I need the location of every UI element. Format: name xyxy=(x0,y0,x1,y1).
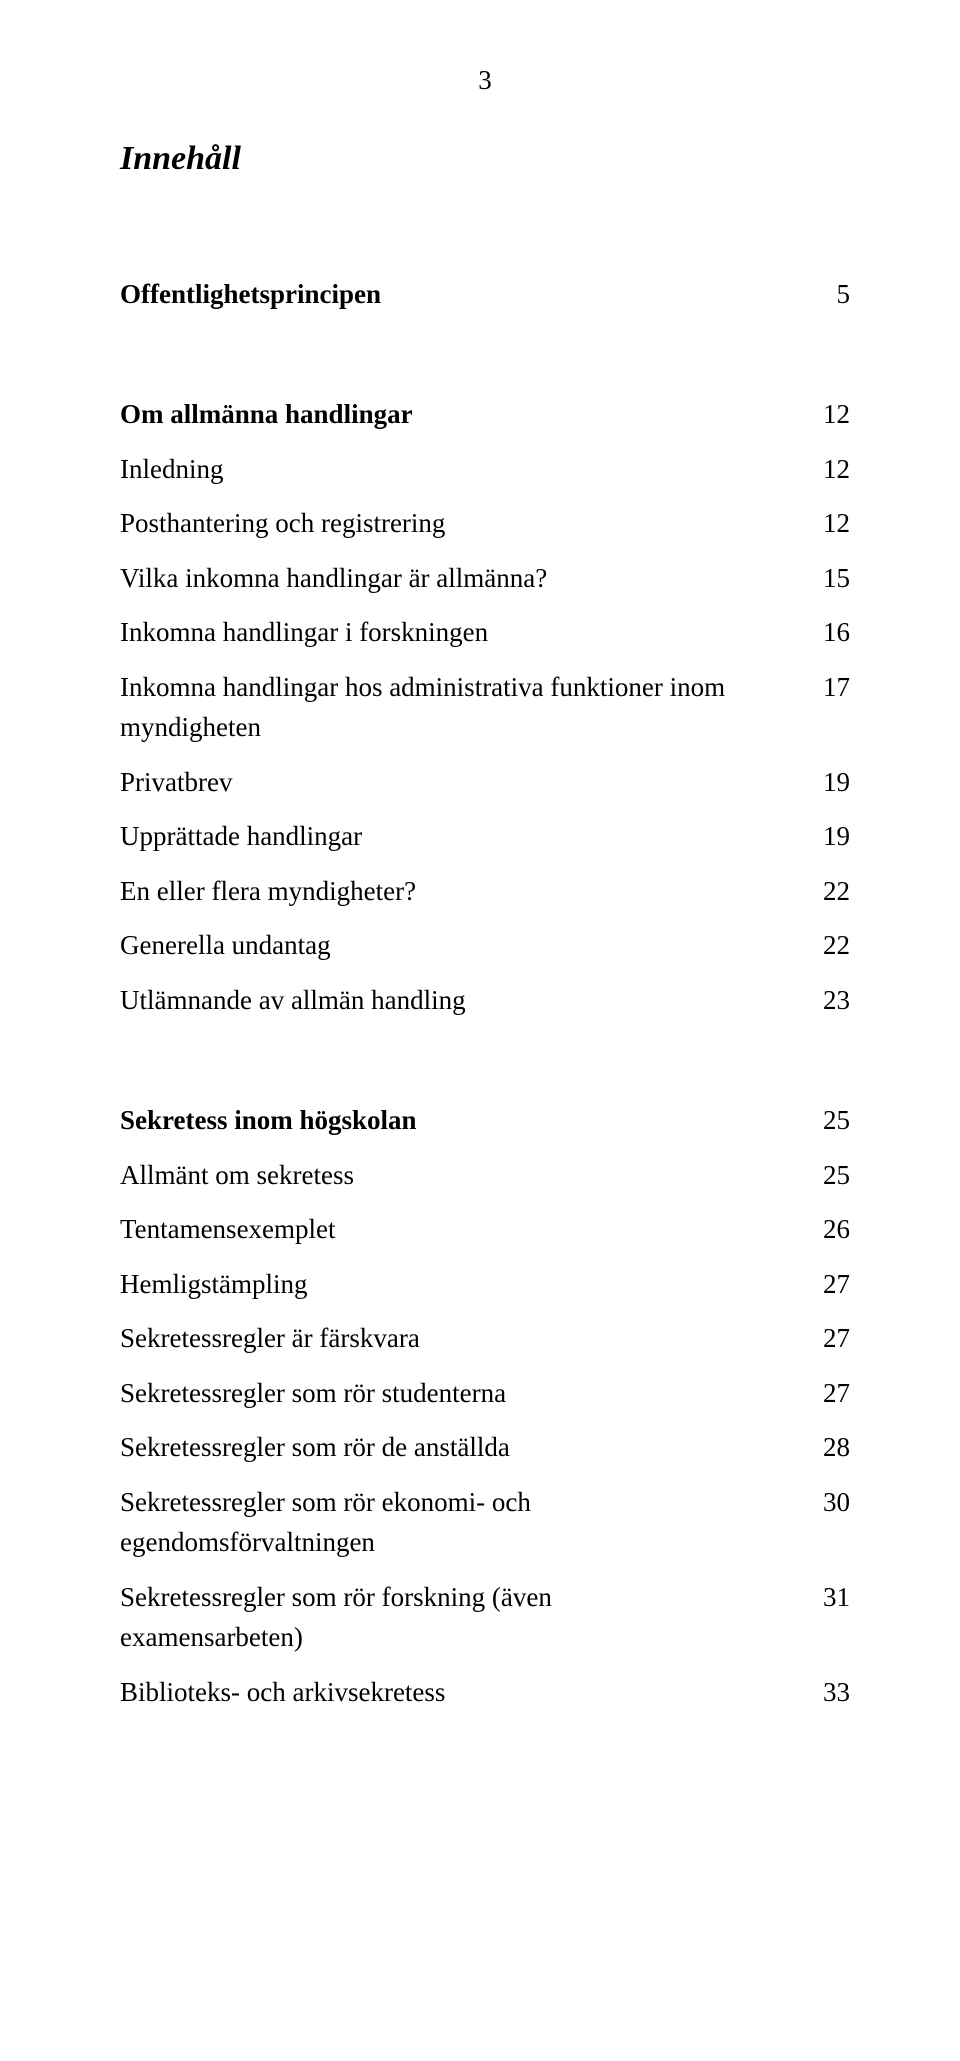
toc-row: Upprättade handlingar 19 xyxy=(120,816,850,857)
toc-row: Tentamensexemplet 26 xyxy=(120,1209,850,1250)
toc-row: Privatbrev 19 xyxy=(120,762,850,803)
toc-entry-label: En eller flera myndigheter? xyxy=(120,871,416,912)
toc-row: Offentlighetsprincipen 5 xyxy=(120,274,850,315)
toc-row: Generella undantag 22 xyxy=(120,925,850,966)
toc-list: Offentlighetsprincipen 5 Om allmänna handl… xyxy=(120,274,850,1713)
toc-entry-label: Generella undantag xyxy=(120,925,331,966)
toc-row: Allmänt om sekretess 25 xyxy=(120,1155,850,1196)
document-title: Innehåll xyxy=(120,133,850,184)
toc-row: Sekretessregler som rör forskning (även … xyxy=(120,1577,850,1658)
toc-entry-label: Allmänt om sekretess xyxy=(120,1155,354,1196)
toc-row: Inkomna handlingar hos administrativa fu… xyxy=(120,667,850,748)
toc-entry-label: Biblioteks- och arkivsekretess xyxy=(120,1672,445,1713)
toc-entry-page: 27 xyxy=(803,1264,850,1305)
toc-entry-page: 30 xyxy=(803,1482,850,1523)
toc-entry-label: Posthantering och registrering xyxy=(120,503,445,544)
toc-entry-page: 28 xyxy=(803,1427,850,1468)
toc-entry-label: Inkomna handlingar i forskningen xyxy=(120,612,488,653)
toc-entry-label: Inledning xyxy=(120,449,223,490)
toc-entry-page: 12 xyxy=(803,449,850,490)
toc-entry-page: 22 xyxy=(803,871,850,912)
toc-row: Inledning 12 xyxy=(120,449,850,490)
toc-entry-page: 25 xyxy=(803,1100,850,1141)
toc-row: Sekretessregler som rör ekonomi- och ege… xyxy=(120,1482,850,1563)
toc-row: Hemligstämpling 27 xyxy=(120,1264,850,1305)
toc-entry-label: Sekretessregler som rör de anställda xyxy=(120,1427,510,1468)
toc-entry-label: Inkomna handlingar hos administrativa fu… xyxy=(120,667,741,748)
toc-row: Vilka inkomna handlingar är allmänna? 15 xyxy=(120,558,850,599)
toc-entry-label: Hemligstämpling xyxy=(120,1264,307,1305)
toc-entry-label: Tentamensexemplet xyxy=(120,1209,336,1250)
toc-row: Posthantering och registrering 12 xyxy=(120,503,850,544)
toc-entry-label: Utlämnande av allmän handling xyxy=(120,980,466,1021)
toc-row: Inkomna handlingar i forskningen 16 xyxy=(120,612,850,653)
toc-entry-label: Privatbrev xyxy=(120,762,232,803)
toc-entry-page: 27 xyxy=(803,1373,850,1414)
toc-entry-page: 33 xyxy=(803,1672,850,1713)
toc-entry-label: Om allmänna handlingar xyxy=(120,394,413,435)
toc-row: Utlämnande av allmän handling 23 xyxy=(120,980,850,1021)
toc-entry-page: 31 xyxy=(803,1577,850,1618)
toc-entry-page: 15 xyxy=(803,558,850,599)
toc-entry-label: Offentlighetsprincipen xyxy=(120,274,381,315)
toc-entry-label: Upprättade handlingar xyxy=(120,816,362,857)
toc-entry-page: 27 xyxy=(803,1318,850,1359)
toc-entry-page: 19 xyxy=(803,762,850,803)
toc-row: Biblioteks- och arkivsekretess 33 xyxy=(120,1672,850,1713)
toc-entry-label: Sekretessregler är färskvara xyxy=(120,1318,420,1359)
toc-entry-page: 22 xyxy=(803,925,850,966)
toc-entry-page: 19 xyxy=(803,816,850,857)
page-number: 3 xyxy=(120,60,850,101)
toc-entry-label: Sekretessregler som rör ekonomi- och ege… xyxy=(120,1482,741,1563)
toc-row: Sekretessregler är färskvara 27 xyxy=(120,1318,850,1359)
toc-entry-page: 12 xyxy=(803,503,850,544)
toc-row: Sekretess inom högskolan 25 xyxy=(120,1100,850,1141)
toc-row: En eller flera myndigheter? 22 xyxy=(120,871,850,912)
toc-entry-label: Sekretess inom högskolan xyxy=(120,1100,417,1141)
toc-entry-page: 16 xyxy=(803,612,850,653)
toc-entry-label: Sekretessregler som rör forskning (även … xyxy=(120,1577,741,1658)
toc-row: Om allmänna handlingar 12 xyxy=(120,394,850,435)
toc-entry-label: Vilka inkomna handlingar är allmänna? xyxy=(120,558,547,599)
toc-entry-label: Sekretessregler som rör studenterna xyxy=(120,1373,506,1414)
toc-row: Sekretessregler som rör studenterna 27 xyxy=(120,1373,850,1414)
toc-entry-page: 5 xyxy=(817,274,851,315)
toc-row: Sekretessregler som rör de anställda 28 xyxy=(120,1427,850,1468)
toc-entry-page: 25 xyxy=(803,1155,850,1196)
toc-entry-page: 17 xyxy=(803,667,850,708)
toc-entry-page: 12 xyxy=(803,394,850,435)
toc-entry-page: 26 xyxy=(803,1209,850,1250)
toc-entry-page: 23 xyxy=(803,980,850,1021)
